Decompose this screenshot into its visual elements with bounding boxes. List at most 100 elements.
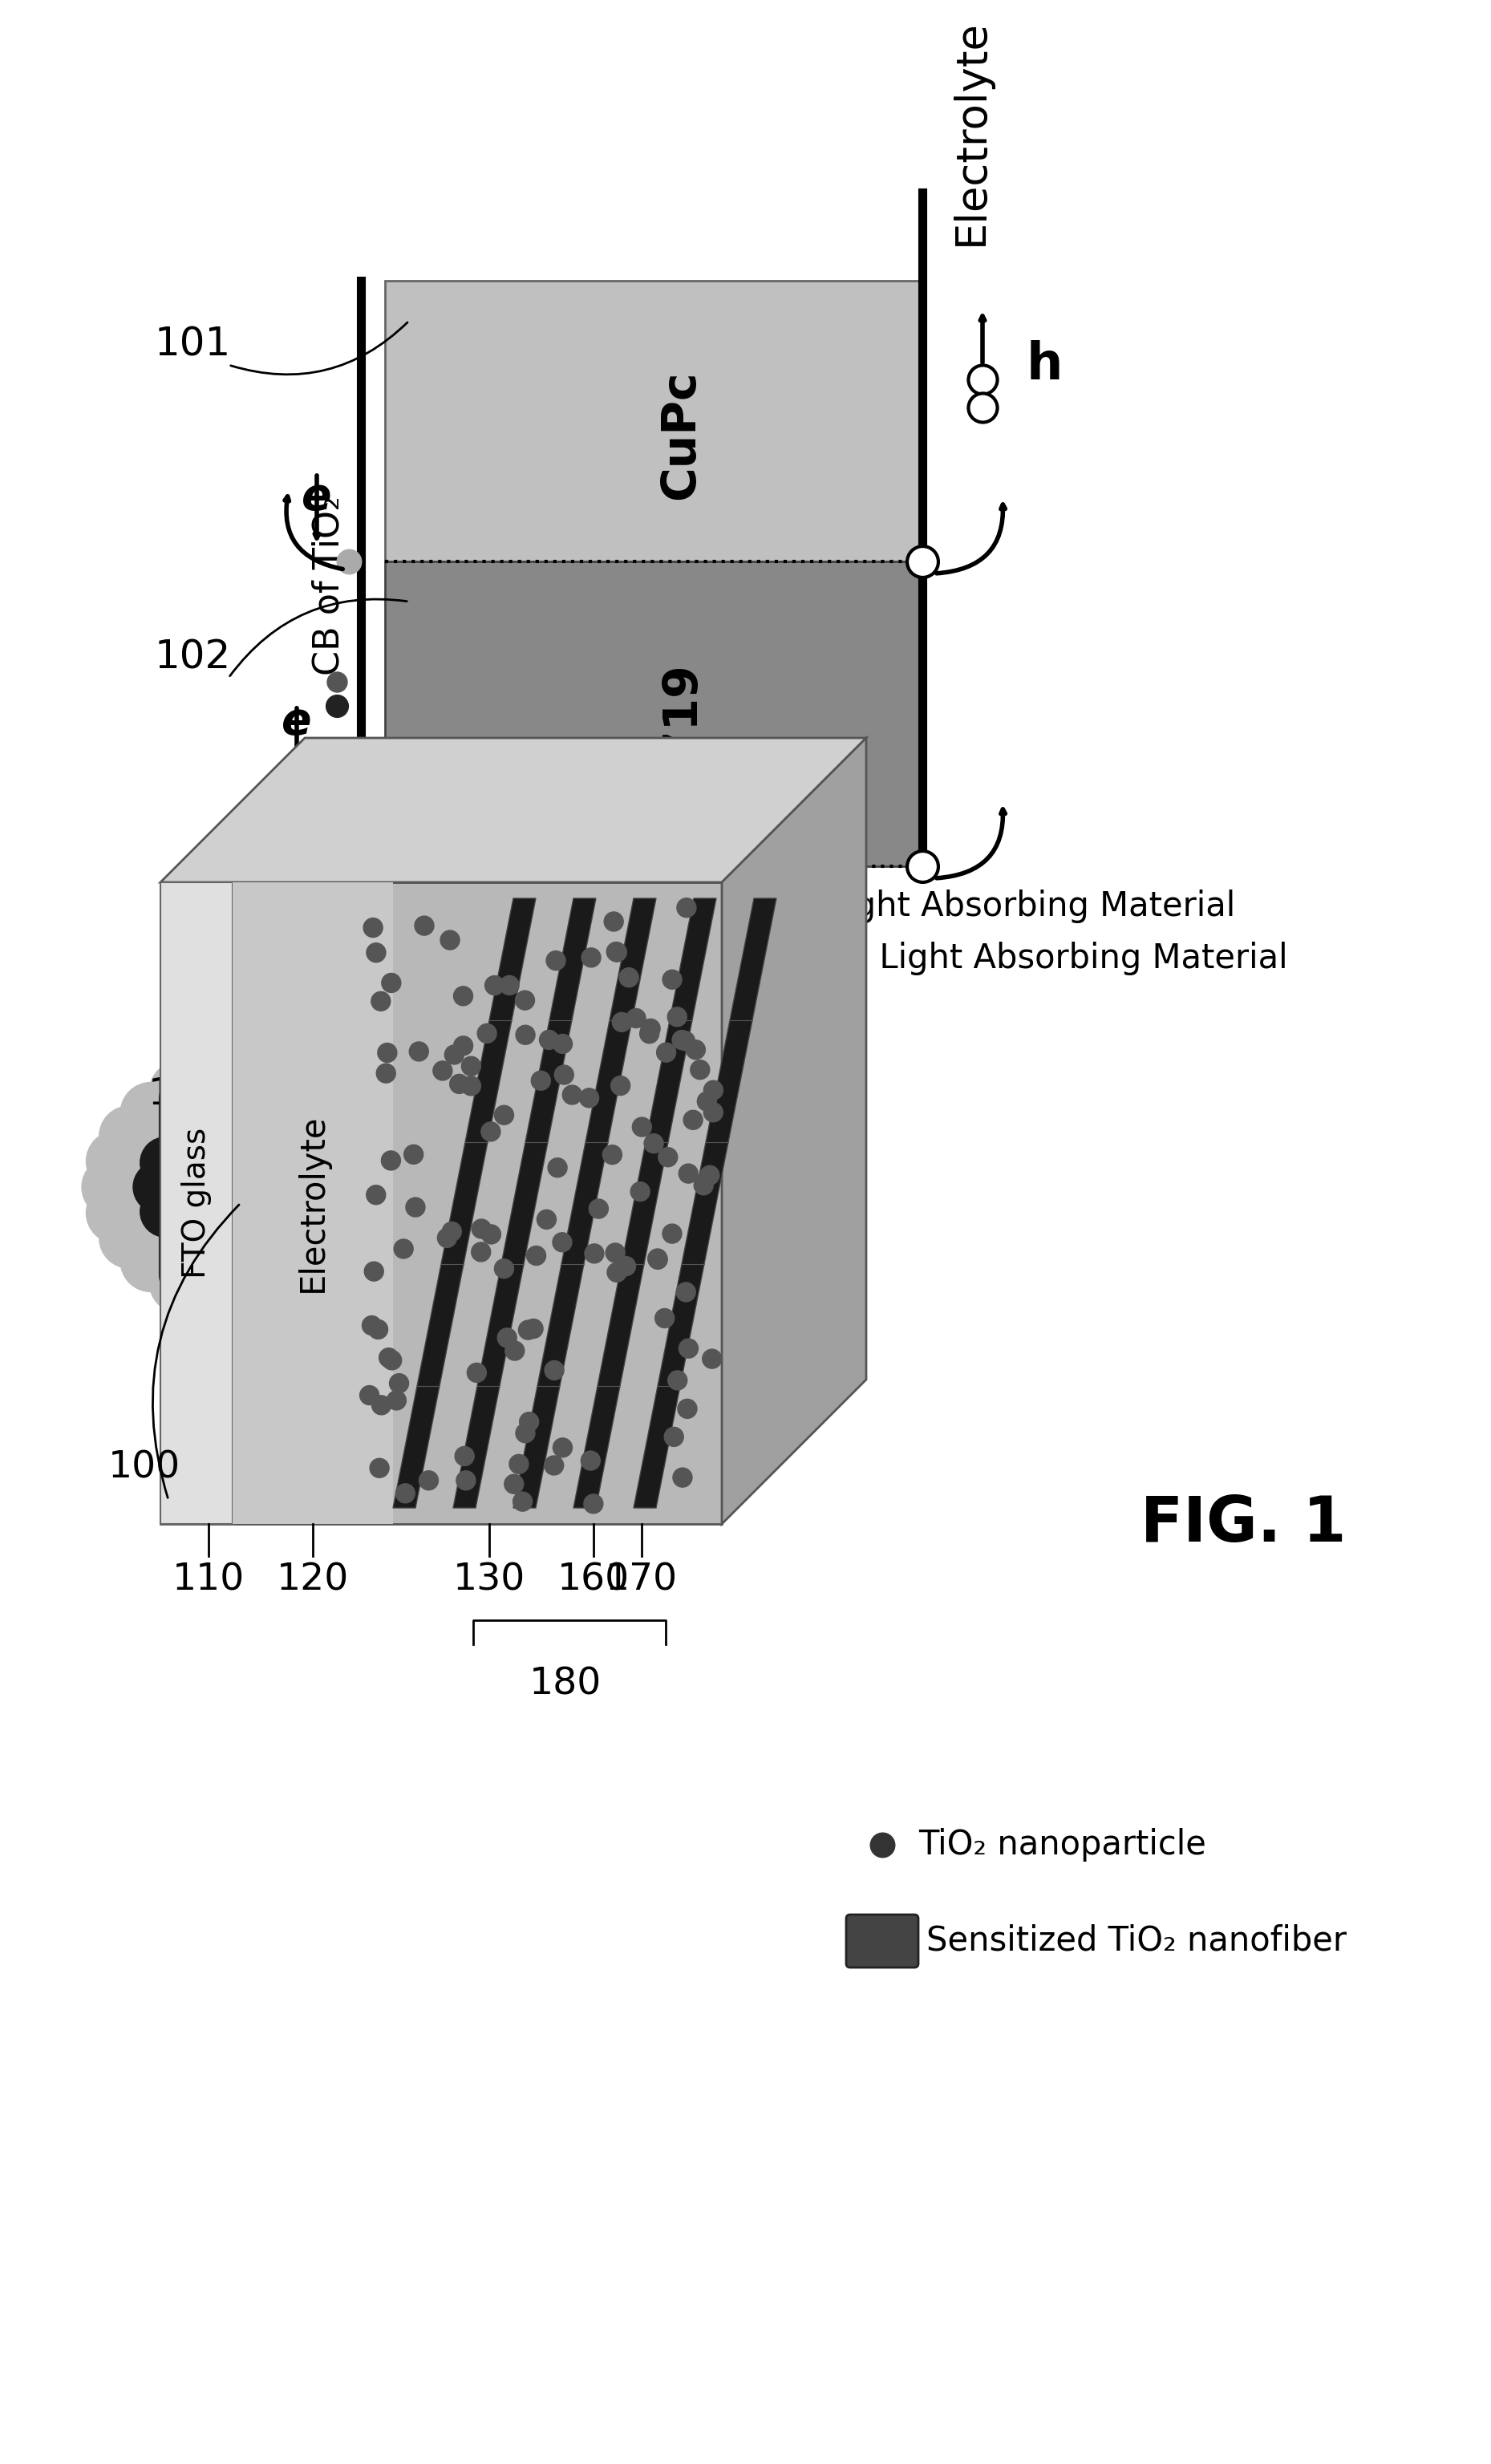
Circle shape xyxy=(677,897,696,917)
Circle shape xyxy=(495,1259,513,1279)
Text: 160: 160 xyxy=(558,1562,629,1599)
Circle shape xyxy=(389,1375,409,1392)
Circle shape xyxy=(698,1092,717,1111)
Circle shape xyxy=(620,1082,681,1143)
Ellipse shape xyxy=(104,1030,698,1343)
Circle shape xyxy=(471,1242,491,1262)
Circle shape xyxy=(443,1222,461,1242)
Circle shape xyxy=(482,1121,501,1141)
Circle shape xyxy=(649,1249,668,1269)
Circle shape xyxy=(690,1060,710,1079)
Circle shape xyxy=(540,1030,559,1050)
Circle shape xyxy=(462,1077,480,1096)
Text: e: e xyxy=(282,700,312,744)
Circle shape xyxy=(631,1183,650,1202)
Circle shape xyxy=(420,1303,482,1363)
Circle shape xyxy=(382,1151,401,1170)
Circle shape xyxy=(461,1067,513,1119)
Circle shape xyxy=(453,986,473,1005)
Circle shape xyxy=(556,1094,608,1146)
Circle shape xyxy=(617,1161,669,1212)
Circle shape xyxy=(495,1106,514,1124)
Circle shape xyxy=(140,1136,191,1188)
Circle shape xyxy=(289,1067,341,1119)
Circle shape xyxy=(121,1232,182,1291)
Circle shape xyxy=(513,1077,564,1129)
Bar xyxy=(385,562,923,867)
Circle shape xyxy=(553,1035,573,1055)
Circle shape xyxy=(516,1424,535,1444)
Circle shape xyxy=(505,1340,525,1360)
Circle shape xyxy=(82,1156,143,1217)
Circle shape xyxy=(414,917,434,936)
Circle shape xyxy=(370,1459,389,1478)
Circle shape xyxy=(604,912,623,931)
Circle shape xyxy=(592,1062,653,1121)
Text: h: h xyxy=(1027,340,1063,389)
Circle shape xyxy=(607,1262,626,1281)
Text: Second Light Absorbing Material: Second Light Absorbing Material xyxy=(746,941,1288,976)
Circle shape xyxy=(149,1252,210,1313)
Circle shape xyxy=(514,1286,576,1345)
Text: 130: 130 xyxy=(453,1562,525,1599)
Circle shape xyxy=(610,1136,662,1188)
Circle shape xyxy=(461,1257,513,1308)
Circle shape xyxy=(580,1089,599,1109)
Polygon shape xyxy=(453,899,596,1508)
Circle shape xyxy=(477,1023,497,1042)
Circle shape xyxy=(364,1262,383,1281)
Polygon shape xyxy=(574,899,716,1508)
Circle shape xyxy=(523,1318,543,1338)
Circle shape xyxy=(406,1198,425,1217)
Circle shape xyxy=(677,1281,695,1301)
Circle shape xyxy=(237,1077,289,1129)
Circle shape xyxy=(456,1471,476,1491)
Circle shape xyxy=(185,1042,246,1104)
Circle shape xyxy=(662,971,681,988)
Text: 100: 100 xyxy=(109,1449,180,1486)
Text: Electrolyte: Electrolyte xyxy=(295,1114,330,1291)
Circle shape xyxy=(382,1350,401,1370)
Circle shape xyxy=(519,1412,538,1432)
Circle shape xyxy=(237,1244,289,1296)
Circle shape xyxy=(271,1296,332,1358)
Text: TiO₂ nanofiber: TiO₂ nanofiber xyxy=(256,1170,546,1205)
Circle shape xyxy=(678,1163,698,1183)
Circle shape xyxy=(450,1074,470,1094)
Circle shape xyxy=(379,1348,398,1368)
Circle shape xyxy=(632,1116,652,1136)
Circle shape xyxy=(437,1227,456,1247)
Circle shape xyxy=(672,1030,692,1050)
Text: 140: 140 xyxy=(148,1077,221,1114)
Circle shape xyxy=(678,1338,698,1358)
Circle shape xyxy=(556,1042,617,1104)
Circle shape xyxy=(665,1427,683,1446)
Circle shape xyxy=(556,1271,617,1331)
Text: Sensitized TiO₂ nanofiber: Sensitized TiO₂ nanofiber xyxy=(926,1924,1346,1959)
Text: e: e xyxy=(301,476,332,520)
Polygon shape xyxy=(513,899,656,1508)
Circle shape xyxy=(659,1156,720,1217)
Text: 170: 170 xyxy=(605,1562,678,1599)
Circle shape xyxy=(553,1232,573,1252)
Text: 180: 180 xyxy=(529,1666,602,1703)
Circle shape xyxy=(470,1018,531,1079)
Circle shape xyxy=(121,1082,182,1143)
Circle shape xyxy=(271,1018,332,1079)
Circle shape xyxy=(602,1146,622,1165)
Text: 120: 120 xyxy=(277,1562,349,1599)
Circle shape xyxy=(100,1106,160,1168)
Text: FTO glass: FTO glass xyxy=(182,1129,212,1279)
Circle shape xyxy=(589,1200,608,1217)
Circle shape xyxy=(516,991,535,1010)
Circle shape xyxy=(444,1045,464,1064)
Circle shape xyxy=(640,1025,659,1042)
Circle shape xyxy=(547,1158,567,1178)
Circle shape xyxy=(194,1230,246,1281)
Circle shape xyxy=(161,1210,212,1259)
Text: CuPc: CuPc xyxy=(658,370,704,500)
Polygon shape xyxy=(161,882,722,1523)
Circle shape xyxy=(420,1010,482,1072)
Circle shape xyxy=(659,1148,677,1168)
Circle shape xyxy=(409,1042,428,1062)
